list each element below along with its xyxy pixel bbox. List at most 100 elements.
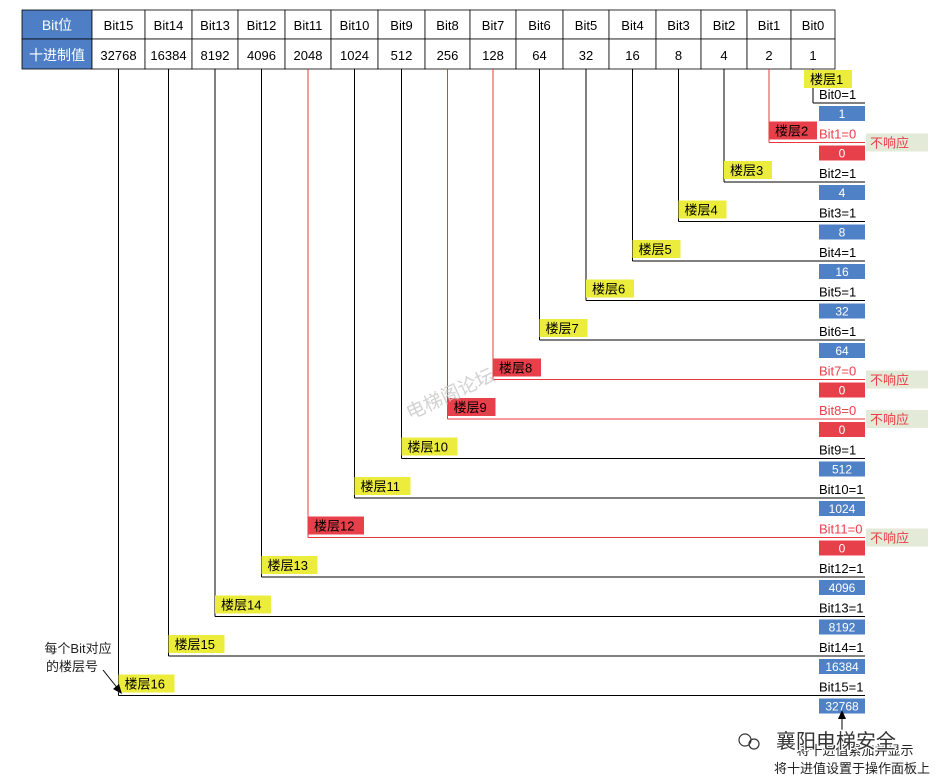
value-box-label: 0 <box>839 384 846 398</box>
no-response-label: 不响应 <box>870 373 909 388</box>
bit-state-label: Bit0=1 <box>819 87 856 102</box>
no-response-label: 不响应 <box>870 136 909 151</box>
value-cell <box>377 38 426 70</box>
bit-state-label: Bit1=0 <box>819 127 856 142</box>
account-badge: 襄阳电梯安全 <box>738 729 897 754</box>
value-box <box>819 698 865 714</box>
bit-state-label: Bit11=0 <box>819 522 863 537</box>
value-box-label: 512 <box>832 463 852 477</box>
bit-cell <box>562 9 610 40</box>
value-cell-label: 4 <box>720 48 727 63</box>
no-response-label: 不响应 <box>870 531 909 546</box>
decimal-header-cell <box>21 38 93 70</box>
floor-label-box <box>308 516 364 535</box>
value-cell-label: 1024 <box>340 48 369 63</box>
value-box-label: 32 <box>835 305 849 319</box>
value-box <box>819 224 865 240</box>
value-box-label: 0 <box>839 147 846 161</box>
value-cell-label: 1 <box>809 48 816 63</box>
floor-label-box <box>168 635 225 653</box>
floor-label: 楼层4 <box>685 203 718 218</box>
bit-cell-label: Bit10 <box>340 18 370 33</box>
value-cell-label: 64 <box>532 48 546 63</box>
bit-state-label: Bit9=1 <box>819 443 856 458</box>
bit-cell <box>424 9 471 40</box>
value-cell <box>655 38 702 70</box>
floor-label: 楼层12 <box>314 519 354 534</box>
bit-cell-label: Bit14 <box>154 18 184 33</box>
floor-label: 楼层9 <box>454 400 487 415</box>
value-box-label: 8 <box>839 226 846 240</box>
bit-cell <box>790 9 836 40</box>
bit-cell-label: Bit4 <box>621 18 643 33</box>
floor-label-box <box>539 319 588 337</box>
bottom-note: 将十进值累加并显示 将十进值设置于操作面板上 <box>774 710 930 776</box>
floor-label: 楼层15 <box>175 637 215 652</box>
value-cell-label: 16 <box>625 48 639 63</box>
value-cell-label: 16384 <box>150 48 186 63</box>
value-cell <box>515 38 564 70</box>
value-box <box>819 343 865 358</box>
bit-state-label: Bit12=1 <box>819 561 863 576</box>
floor-label: 楼层14 <box>221 598 261 613</box>
floor-label: 楼层13 <box>268 558 308 573</box>
value-box-label: 1024 <box>829 502 856 516</box>
bit-cell-label: Bit7 <box>482 18 504 33</box>
value-cell <box>424 38 471 70</box>
floor-label: 楼层3 <box>730 163 763 178</box>
floor-label-box <box>215 595 271 614</box>
value-box <box>819 264 865 279</box>
side-note-line-2: 的楼层号 <box>46 659 98 674</box>
bit-state-label: Bit7=0 <box>819 364 856 379</box>
bit-cell <box>515 9 564 40</box>
floor-label-box <box>632 240 681 258</box>
floor-label-box <box>261 556 318 574</box>
value-box-label: 4 <box>839 186 846 200</box>
floor-connectors <box>118 69 865 696</box>
table-cells: Bit1532768Bit1416384Bit138192Bit124096Bi… <box>91 9 836 70</box>
no-response-box <box>866 133 928 152</box>
bit-header-cell <box>21 9 93 40</box>
bit-state-label: Bit4=1 <box>819 245 856 260</box>
value-box <box>819 461 865 477</box>
floor-label-box <box>678 200 727 219</box>
value-cell-label: 4096 <box>247 48 276 63</box>
bit-table: Bit位 十进制值 Bit1532768Bit1416384Bit138192B… <box>21 9 836 70</box>
floor-label-box <box>586 279 634 298</box>
value-box-label: 4096 <box>829 581 856 595</box>
bit-cell <box>655 9 702 40</box>
floor-label: 楼层6 <box>592 282 625 297</box>
decimal-header-label: 十进制值 <box>29 47 85 63</box>
value-box <box>819 540 865 556</box>
value-cell <box>469 38 517 70</box>
bit-state-label: Bit8=0 <box>819 403 856 418</box>
floor-label-box <box>769 121 817 140</box>
value-box-label: 64 <box>835 344 849 358</box>
bottom-note-line-2: 将十进值设置于操作面板上 <box>774 761 930 776</box>
bit-state-label: Bit15=1 <box>819 680 863 695</box>
value-cell-label: 128 <box>482 48 504 63</box>
value-cell-label: 256 <box>437 48 459 63</box>
floor-label-box <box>724 161 772 179</box>
bit-cell-label: Bit3 <box>667 18 689 33</box>
floor-label-box <box>401 437 458 456</box>
value-box <box>819 619 865 635</box>
bit-state-label: Bit6=1 <box>819 324 856 339</box>
floor-label: 楼层5 <box>639 242 672 257</box>
value-cell-label: 2 <box>765 48 772 63</box>
floor-label: 楼层10 <box>408 440 448 455</box>
value-cell-label: 2048 <box>294 48 323 63</box>
value-cell <box>144 38 193 70</box>
bit-cell-label: Bit11 <box>294 18 323 33</box>
side-note-arrowhead <box>113 684 122 694</box>
side-note-line-1: 每个Bit对应 <box>44 641 111 656</box>
value-box-label: 1 <box>839 107 846 121</box>
value-box <box>819 185 865 200</box>
bit-cell-label: Bit6 <box>528 18 550 33</box>
bit-cell <box>700 9 748 40</box>
value-cell-label: 32768 <box>100 48 136 63</box>
value-cell <box>191 38 239 70</box>
bit-state-label: Bit14=1 <box>819 640 863 655</box>
value-box-label: 8192 <box>829 621 856 635</box>
